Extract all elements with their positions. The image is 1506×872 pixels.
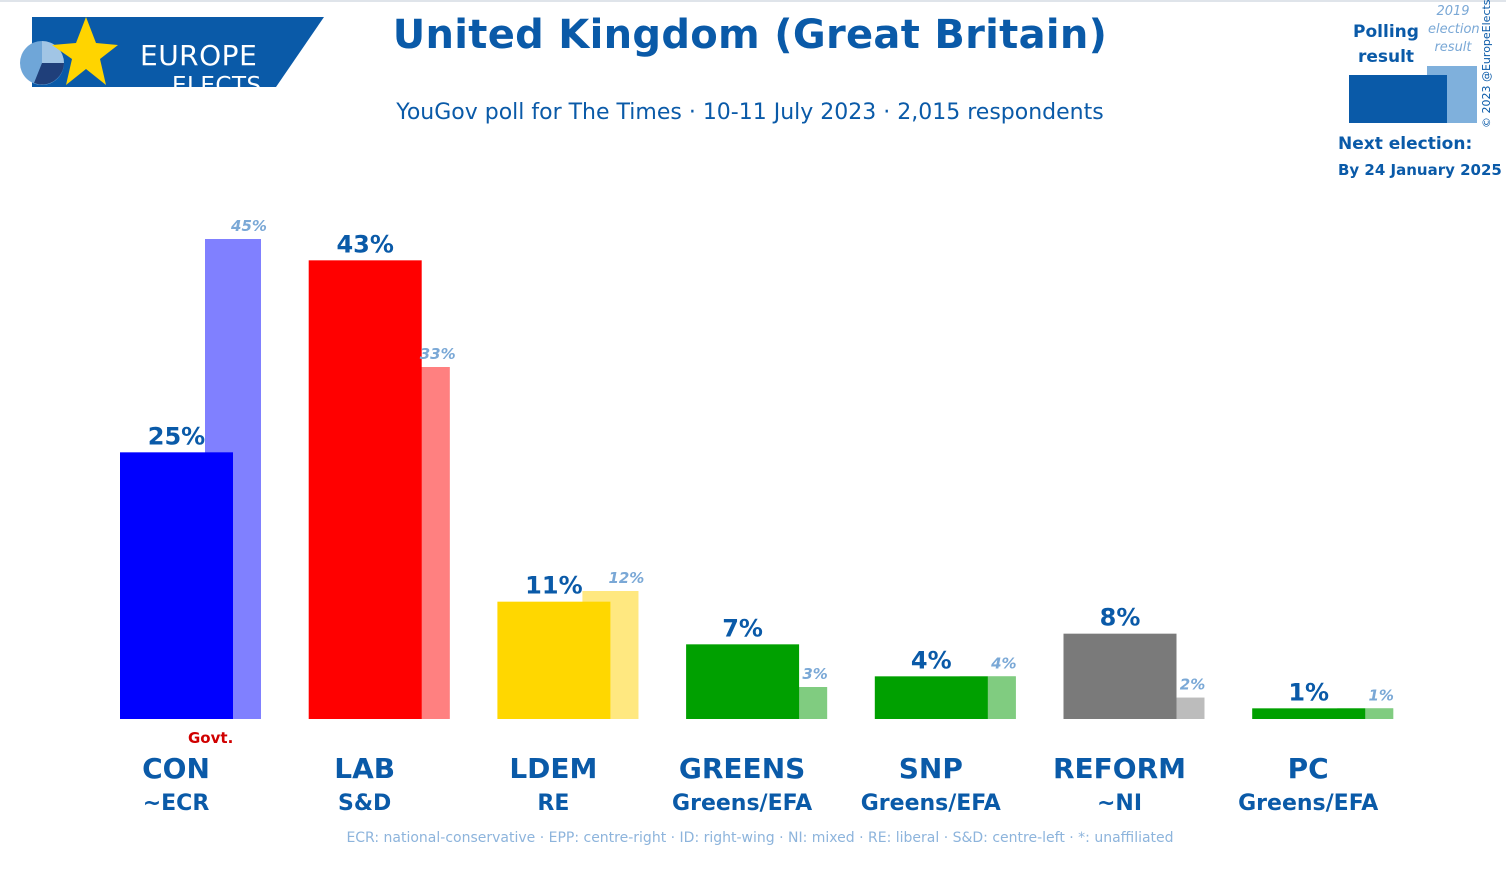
party-group-lab: S&D xyxy=(338,791,392,816)
europe-elects-logo: EUROPE ELECTS xyxy=(14,17,326,99)
legend-election-label: 2019 election result xyxy=(1428,4,1480,55)
bar-election-snp xyxy=(987,676,1016,719)
group-footnote: ECR: national-conservative · EPP: centre… xyxy=(346,830,1174,846)
legend-polling-swatch xyxy=(1349,75,1447,123)
logo-elects-text: ELECTS xyxy=(172,73,262,99)
party-group-con: ~ECR xyxy=(142,791,210,816)
party-name-ldem: LDEM xyxy=(509,752,598,785)
election-value-label-pc: 1% xyxy=(1368,686,1393,704)
bar-poll-pc xyxy=(1252,708,1366,719)
party-group-greens: Greens/EFA xyxy=(672,791,813,816)
bar-poll-reform xyxy=(1063,633,1177,719)
poll-value-label-greens: 7% xyxy=(722,614,763,642)
election-value-label-con: 45% xyxy=(230,217,267,235)
bar-election-reform xyxy=(1176,697,1205,719)
party-group-snp: Greens/EFA xyxy=(860,791,1001,816)
party-group-reform: ~NI xyxy=(1096,791,1143,816)
poll-value-label-pc: 1% xyxy=(1288,678,1329,706)
top-rule xyxy=(0,0,1506,2)
next-election-label: Next election: xyxy=(1338,134,1473,154)
election-value-label-ldem: 12% xyxy=(608,569,644,587)
poll-value-label-ldem: 11% xyxy=(525,572,582,600)
bar-poll-greens xyxy=(686,644,800,719)
logo-europe-text: EUROPE xyxy=(140,39,258,72)
party-name-pc: PC xyxy=(1287,752,1329,785)
party-group-ldem: RE xyxy=(537,791,570,816)
party-name-greens: GREENS xyxy=(678,752,806,785)
poll-value-label-snp: 4% xyxy=(911,646,952,674)
chart-subtitle: YouGov poll for The Times · 10-11 July 2… xyxy=(396,100,1104,125)
election-value-label-greens: 3% xyxy=(802,665,827,683)
bar-poll-ldem xyxy=(497,601,611,719)
bar-election-ldem xyxy=(610,591,639,719)
party-name-reform: REFORM xyxy=(1052,752,1187,785)
party-group-pc: Greens/EFA xyxy=(1238,791,1379,816)
chart-title: United Kingdom (Great Britain) xyxy=(392,12,1108,58)
bar-election-lab xyxy=(421,367,450,719)
next-election-date: By 24 January 2025 xyxy=(1338,161,1502,179)
election-value-label-lab: 33% xyxy=(420,345,456,363)
poll-value-label-reform: 8% xyxy=(1100,604,1141,632)
bar-election-con xyxy=(233,239,261,719)
bar-poll-snp xyxy=(874,676,988,719)
govt-label: Govt. xyxy=(188,729,234,747)
poll-value-label-lab: 43% xyxy=(336,230,393,258)
election-value-label-reform: 2% xyxy=(1180,676,1205,694)
bar-poll-con xyxy=(120,452,233,719)
party-name-lab: LAB xyxy=(334,752,396,785)
election-value-label-snp: 4% xyxy=(990,654,1016,672)
poll-value-label-con: 25% xyxy=(148,422,205,450)
bar-election-greens xyxy=(799,687,828,719)
legend-polling-label: Polling result xyxy=(1353,22,1419,67)
bar-election-pc xyxy=(1365,708,1394,719)
logo-graphic xyxy=(20,17,324,87)
party-name-con: CON xyxy=(142,752,210,785)
bar-poll-lab xyxy=(308,260,422,719)
party-name-snp: SNP xyxy=(898,752,963,785)
